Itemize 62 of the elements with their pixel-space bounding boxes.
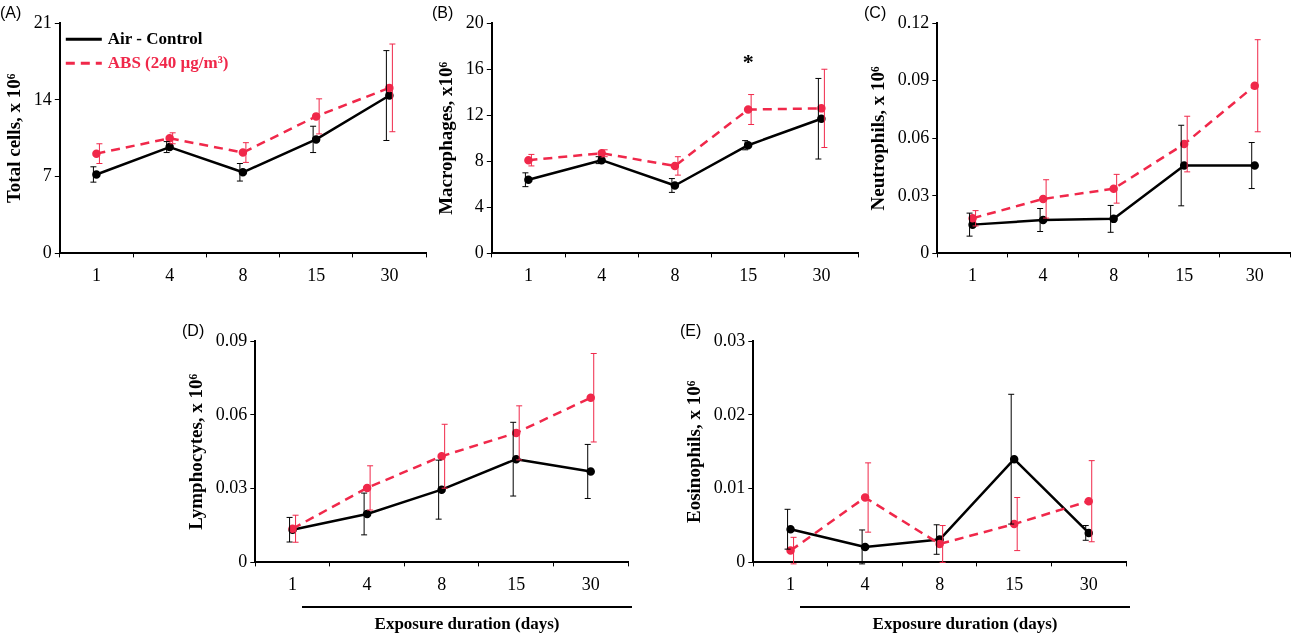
x-tick-label: 4 [597, 264, 607, 285]
x-tick-label: 8 [670, 264, 680, 285]
y-tick-label: 0.09 [897, 69, 930, 90]
legend-label: Air - Control [107, 28, 203, 48]
x-tick-label: 30 [1079, 573, 1098, 594]
y-tick-label: 0.02 [713, 403, 746, 424]
y-axis-title: Neutrophils, x 10⁶ [867, 65, 889, 211]
x-tick-label: 15 [1005, 573, 1024, 594]
x-tick-label: 15 [739, 264, 758, 285]
y-tick-label: 12 [465, 104, 484, 125]
y-tick-label: 0.09 [215, 329, 248, 350]
x-tick-label: 30 [812, 264, 831, 285]
y-tick-label: 0.03 [713, 329, 746, 350]
x-tick-label: 8 [935, 573, 945, 594]
y-tick-label: 16 [465, 57, 484, 78]
x-tick-label: 15 [307, 264, 326, 285]
x-axis-title: Exposure duration (days) [302, 606, 632, 634]
x-tick-label: 8 [437, 573, 447, 594]
y-axis-title: Total cells, x 10⁶ [3, 73, 25, 204]
y-tick-label: 0.06 [897, 127, 930, 148]
chart-title: (E) [680, 322, 702, 340]
x-axis-title: Exposure duration (days) [800, 606, 1130, 634]
x-tick-label: 1 [288, 573, 298, 594]
y-tick-label: 0 [238, 551, 248, 572]
x-tick-label: 4 [1038, 264, 1048, 285]
y-tick-label: 0 [920, 242, 930, 263]
x-tick-label: 30 [1245, 264, 1264, 285]
y-tick-label: 8 [474, 150, 484, 171]
x-tick-label: 4 [165, 264, 175, 285]
y-axis-title: Eosinophils, x 10⁶ [683, 380, 705, 524]
x-tick-label: 1 [786, 573, 796, 594]
x-tick-label: 15 [1175, 264, 1194, 285]
chart-title: (C) [864, 4, 887, 22]
y-axis-title: Macrophages, x10⁶ [435, 61, 457, 215]
y-tick-label: 21 [33, 11, 52, 32]
y-tick-label: 0 [736, 551, 746, 572]
y-tick-label: 14 [33, 88, 52, 109]
x-tick-label: 1 [91, 264, 101, 285]
x-tick-label: 30 [380, 264, 399, 285]
chart-title: (D) [182, 322, 205, 340]
y-tick-label: 7 [42, 165, 52, 186]
y-tick-label: 0.12 [897, 11, 930, 32]
y-tick-label: 0.06 [215, 403, 248, 424]
x-tick-label: 15 [507, 573, 526, 594]
annotation: * [742, 49, 754, 75]
y-tick-label: 4 [474, 196, 484, 217]
y-tick-label: 0.03 [897, 184, 930, 205]
x-tick-label: 4 [362, 573, 372, 594]
x-tick-label: 1 [523, 264, 533, 285]
y-tick-label: 0.01 [713, 477, 746, 498]
x-tick-label: 8 [1109, 264, 1119, 285]
x-tick-label: 30 [581, 573, 600, 594]
x-tick-label: 1 [968, 264, 978, 285]
y-tick-label: 0.03 [215, 477, 248, 498]
y-tick-label: 20 [465, 11, 484, 32]
y-tick-label: 0 [474, 242, 484, 263]
y-tick-label: 0 [42, 242, 52, 263]
legend-label: ABS (240 µg/m³) [107, 52, 229, 72]
chart-title: (A) [0, 4, 22, 22]
y-axis-title: Lymphocytes, x 10⁶ [185, 373, 207, 530]
chart-title: (B) [432, 4, 454, 22]
x-tick-label: 4 [860, 573, 870, 594]
